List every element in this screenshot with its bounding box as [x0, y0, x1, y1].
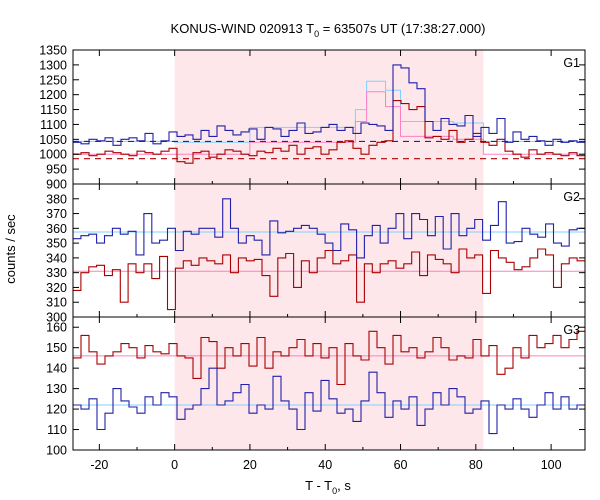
panel-frame-g3 — [72, 316, 586, 451]
y-tick-label-g3: 130 — [46, 382, 67, 396]
y-tick-label-g2: 380 — [46, 192, 67, 206]
panel-label-g3: G3 — [563, 323, 580, 337]
x-tick-label: 60 — [394, 458, 408, 472]
y-tick-label-g1: 1100 — [40, 118, 67, 132]
model-line-red-g1 — [73, 91, 585, 155]
lightcurve-red-g1 — [73, 100, 585, 164]
y-tick-label-g1: 1200 — [39, 88, 67, 102]
y-tick-label-g1: 1350 — [39, 44, 67, 58]
y-axis-label: counts / sec — [3, 214, 18, 284]
y-tick-label-g1: 1150 — [40, 103, 67, 117]
y-tick-label-g2: 340 — [46, 251, 67, 265]
lightcurve-red-g2 — [73, 248, 585, 311]
y-tick-label-g2: 360 — [46, 222, 67, 236]
x-tick-label: 0 — [171, 458, 178, 472]
x-tick-label: 20 — [243, 458, 257, 472]
series-layer — [73, 64, 585, 435]
y-tick-label-g2: 350 — [46, 237, 67, 251]
lightcurve-blue-g3 — [73, 367, 585, 435]
panel-label-g2: G2 — [563, 190, 580, 204]
y-tick-label-g1: 1000 — [39, 148, 67, 162]
y-tick-label-g3: 150 — [46, 341, 67, 355]
shaded-interval-g1 — [174, 50, 484, 184]
y-tick-label-g2: 320 — [46, 281, 67, 295]
y-tick-label-g1: 1050 — [39, 133, 67, 147]
panel-frames — [72, 49, 586, 451]
y-tick-label-g2: 330 — [46, 266, 67, 280]
y-tick-label-g3: 160 — [46, 321, 67, 335]
model-line-blue-g1 — [73, 80, 585, 143]
y-tick-label-g1: 900 — [46, 178, 67, 192]
x-tick-label: -20 — [90, 458, 108, 472]
y-tick-label-g1: 1300 — [39, 58, 67, 72]
x-tick-label: 80 — [469, 458, 483, 472]
panel-label-g1: G1 — [563, 56, 580, 70]
lightcurve-blue-g1 — [73, 64, 585, 146]
y-tick-label-g2: 310 — [46, 296, 67, 310]
y-tick-label-g3: 100 — [46, 444, 67, 458]
y-tick-label-g2: 300 — [46, 311, 67, 325]
y-tick-label-g1: 1250 — [39, 73, 67, 87]
y-tick-label-g2: 370 — [46, 207, 67, 221]
axis-ticks: 90095010001050110011501200125013001350G1… — [39, 44, 585, 472]
lightcurve-red-g3 — [73, 330, 585, 386]
y-tick-label-g3: 110 — [47, 423, 67, 437]
lightcurve-blue-g2 — [73, 198, 585, 259]
x-tick-label: 100 — [541, 458, 562, 472]
y-tick-label-g1: 950 — [46, 163, 67, 177]
chart-title: KONUS-WIND 020913 T0 = 63507s UT (17:38:… — [171, 21, 486, 39]
y-tick-label-g3: 120 — [46, 403, 67, 417]
x-axis-label: T - T0, s — [305, 478, 351, 496]
x-tick-label: 40 — [318, 458, 332, 472]
y-tick-label-g3: 140 — [46, 362, 67, 376]
